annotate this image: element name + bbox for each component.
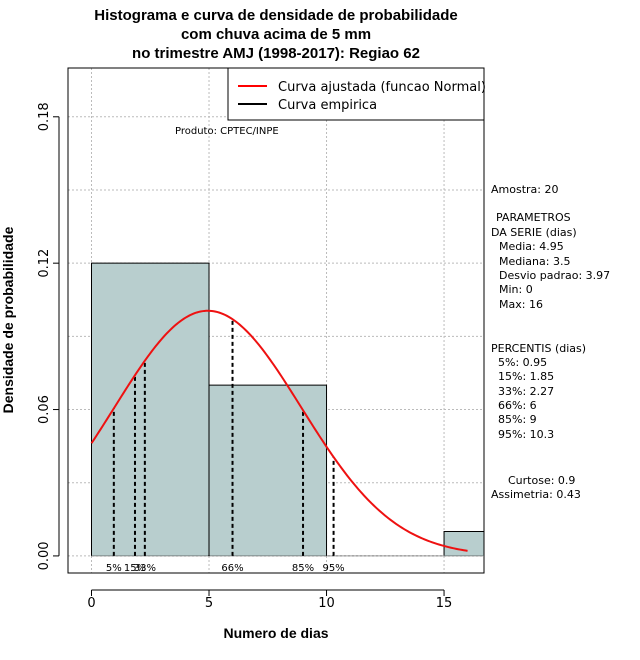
histogram-bar [209, 385, 327, 556]
legend-label-empirical: Curva empirica [278, 98, 377, 113]
legend: Curva ajustada (funcao Normal) Curva emp… [227, 67, 486, 121]
y-axis: 0.00 0.06 0.12 0.18 [37, 102, 60, 570]
legend-box [227, 67, 485, 121]
percentile-label-85pct: 85% [292, 563, 314, 574]
percentile-label-95pct: 95% [322, 563, 344, 574]
stats-assimetria: Assimetria: 0.43 [491, 488, 581, 501]
y-tick-label: 0.18 [37, 102, 52, 131]
stats-media: Media: 4.95 [499, 240, 564, 253]
percentile-label-15pct: 15% [124, 563, 146, 574]
histogram-bars [91, 262, 485, 557]
stats-percentis-title: PERCENTIS (dias) [491, 342, 586, 355]
x-tick-label: 0 [87, 596, 95, 611]
stats-p15: 15%: 1.85 [498, 370, 554, 383]
x-tick-label: 10 [318, 596, 335, 611]
y-tick-label: 0.12 [37, 249, 52, 278]
stats-mediana: Mediana: 3.5 [499, 255, 570, 268]
percentile-label-33pct: 33% [134, 563, 156, 574]
histogram-bar [444, 531, 484, 556]
stats-max: Max: 16 [499, 298, 543, 311]
stats-desvio: Desvio padrao: 3.97 [499, 269, 610, 282]
stats-p33: 33%: 2.27 [498, 385, 554, 398]
stats-panel: Amostra: 20 PARAMETROS DA SERIE (dias) M… [491, 183, 610, 501]
stats-p85: 85%: 9 [498, 413, 537, 426]
stats-p66: 66%: 6 [498, 399, 537, 412]
histogram-bar-edge [208, 384, 328, 556]
x-tick-label: 15 [436, 596, 453, 611]
chart-title-line-3: no trimestre AMJ (1998-2017): Regiao 62 [132, 45, 420, 62]
stats-curtose: Curtose: 0.9 [508, 474, 575, 487]
stats-sample: Amostra: 20 [491, 183, 558, 196]
x-axis: 0 5 10 15 [87, 589, 453, 611]
product-annotation: Produto: CPTEC/INPE [175, 126, 279, 137]
histogram-bar [91, 263, 210, 556]
stats-p5: 5%: 0.95 [498, 356, 547, 369]
y-tick-label: 0.06 [37, 395, 52, 424]
percentile-label-5pct: 5% [106, 563, 122, 574]
x-tick-label: 5 [205, 596, 213, 611]
percentile-labels: 5% 15%33% 66% 85% 95% [106, 563, 345, 574]
percentile-lines [112, 319, 335, 556]
stats-params-subtitle: DA SERIE (dias) [491, 226, 577, 239]
normal-curve [90, 309, 468, 552]
stats-p95: 95%: 10.3 [498, 428, 554, 441]
x-axis-label: Numero de dias [223, 625, 328, 641]
legend-label-normal: Curva ajustada (funcao Normal) [278, 80, 486, 95]
y-axis-label: Densidade de probabilidade [0, 226, 16, 413]
chart-title-line-1: Histograma e curva de densidade de proba… [94, 7, 457, 24]
y-tick-label: 0.00 [37, 541, 52, 570]
stats-min: Min: 0 [499, 283, 533, 296]
percentile-label-66pct: 66% [221, 563, 243, 574]
stats-params-title: PARAMETROS [496, 211, 571, 224]
chart-title-line-2: com chuva acima de 5 mm [181, 26, 371, 43]
